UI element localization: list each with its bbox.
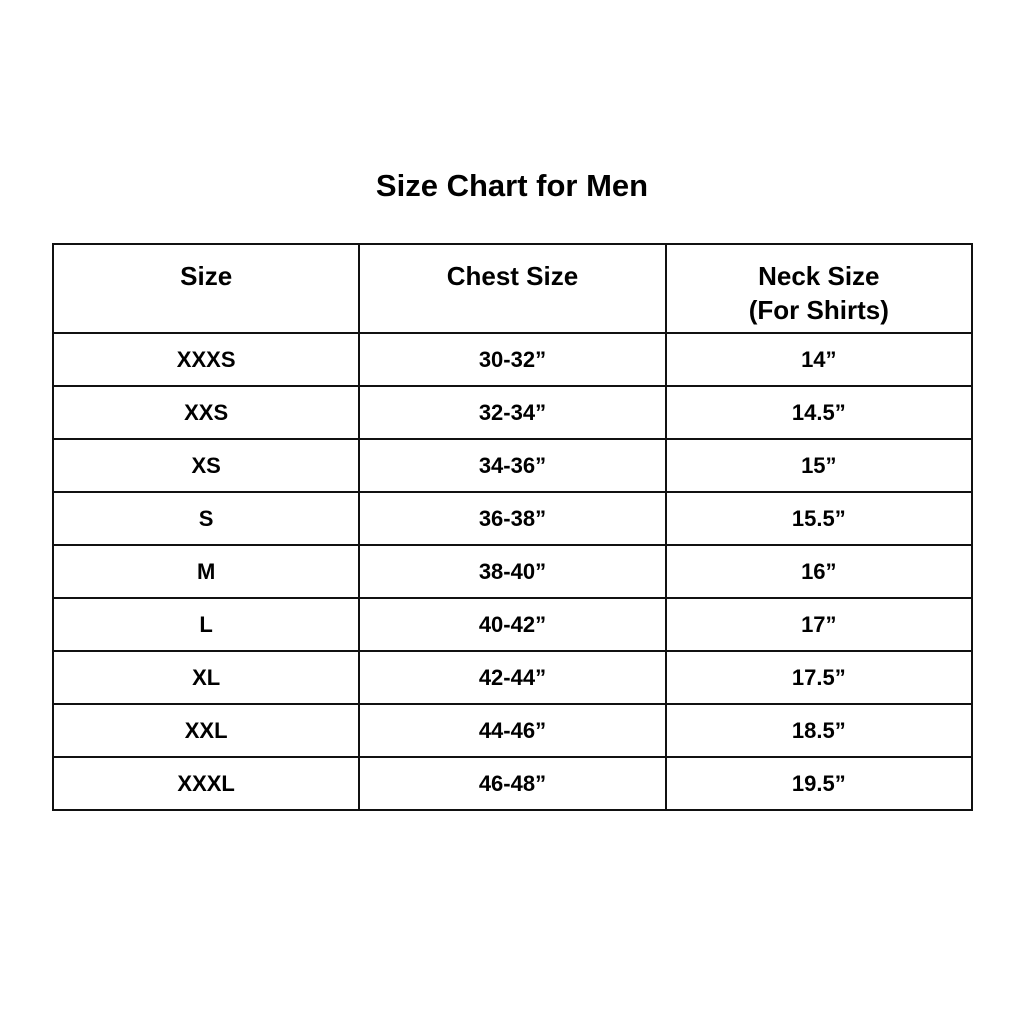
page-title: Size Chart for Men	[375, 168, 649, 203]
size-cell: XS	[51, 438, 361, 493]
header-size: Size	[51, 243, 361, 334]
header-row: Size Chest Size Neck Size (For Shirts)	[51, 243, 974, 334]
neck-size-cell: 16”	[664, 544, 974, 599]
chest-size-cell: 38-40”	[358, 544, 667, 599]
table-row: XXS 32-34” 14.5”	[51, 385, 974, 440]
chest-size-cell: 44-46”	[358, 703, 667, 758]
neck-size-cell: 17.5”	[664, 650, 974, 705]
size-cell: S	[51, 491, 361, 546]
chest-size-cell: 46-48”	[358, 756, 667, 811]
header-neck-size-note: (For Shirts)	[748, 295, 889, 325]
header-neck-size-label: Neck Size	[758, 261, 880, 291]
chest-size-cell: 30-32”	[358, 332, 667, 387]
neck-size-cell: 15.5”	[664, 491, 974, 546]
neck-size-cell: 18.5”	[664, 703, 974, 758]
neck-size-cell: 17”	[664, 597, 974, 652]
header-neck-size: Neck Size (For Shirts)	[664, 243, 974, 334]
size-cell: M	[51, 544, 361, 599]
chest-size-cell: 36-38”	[358, 491, 667, 546]
chest-size-cell: 32-34”	[358, 385, 667, 440]
size-cell: XXXS	[51, 332, 361, 387]
size-cell: XL	[51, 650, 361, 705]
table-row: XL 42-44” 17.5”	[51, 650, 974, 705]
chest-size-cell: 42-44”	[358, 650, 667, 705]
chest-size-cell: 40-42”	[358, 597, 667, 652]
header-chest-size: Chest Size	[358, 243, 667, 334]
neck-size-cell: 15”	[664, 438, 974, 493]
neck-size-cell: 19.5”	[664, 756, 974, 811]
neck-size-cell: 14.5”	[664, 385, 974, 440]
table-row: S 36-38” 15.5”	[51, 491, 974, 546]
size-cell: XXS	[51, 385, 361, 440]
table-row: L 40-42” 17”	[51, 597, 974, 652]
table-row: M 38-40” 16”	[51, 544, 974, 599]
size-chart-table: Size Chest Size Neck Size (For Shirts) XX…	[51, 243, 974, 811]
chest-size-cell: 34-36”	[358, 438, 667, 493]
table-row: XS 34-36” 15”	[51, 438, 974, 493]
table-row: XXL 44-46” 18.5”	[51, 703, 974, 758]
size-cell: XXL	[51, 703, 361, 758]
table-row: XXXL 46-48” 19.5”	[51, 756, 974, 811]
size-cell: XXXL	[51, 756, 361, 811]
neck-size-cell: 14”	[664, 332, 974, 387]
table-row: XXXS 30-32” 14”	[51, 332, 974, 387]
size-cell: L	[51, 597, 361, 652]
